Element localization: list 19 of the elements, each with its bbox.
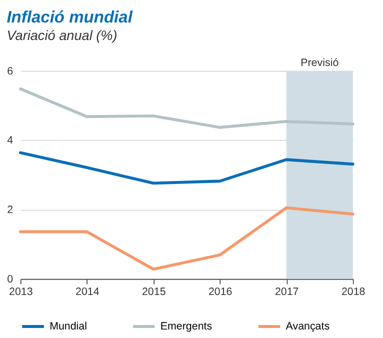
y-tick-label: 2 <box>7 204 14 216</box>
line-series <box>18 87 354 129</box>
legend-label: Emergents <box>160 320 212 332</box>
chart-subtitle: Variació anual (%) <box>6 28 118 43</box>
x-tick-label: 2017 <box>274 286 299 298</box>
x-tick-label: 2015 <box>142 286 166 298</box>
legend-label: Avançats <box>286 320 330 332</box>
line-series <box>18 151 354 185</box>
y-tick-label: 4 <box>7 134 14 147</box>
line-series <box>18 206 354 271</box>
x-tick-label: 2013 <box>9 286 33 298</box>
band-label: Previsió <box>300 57 339 69</box>
x-tick-label: 2014 <box>76 286 100 298</box>
y-tick-label: 6 <box>7 65 14 78</box>
legend-label: Mundial <box>50 320 88 332</box>
y-tick-label: 0 <box>7 273 14 286</box>
chart-title: Inflació mundial <box>6 7 133 26</box>
x-tick-label: 2016 <box>208 286 232 298</box>
x-tick-label: 2018 <box>341 286 366 298</box>
